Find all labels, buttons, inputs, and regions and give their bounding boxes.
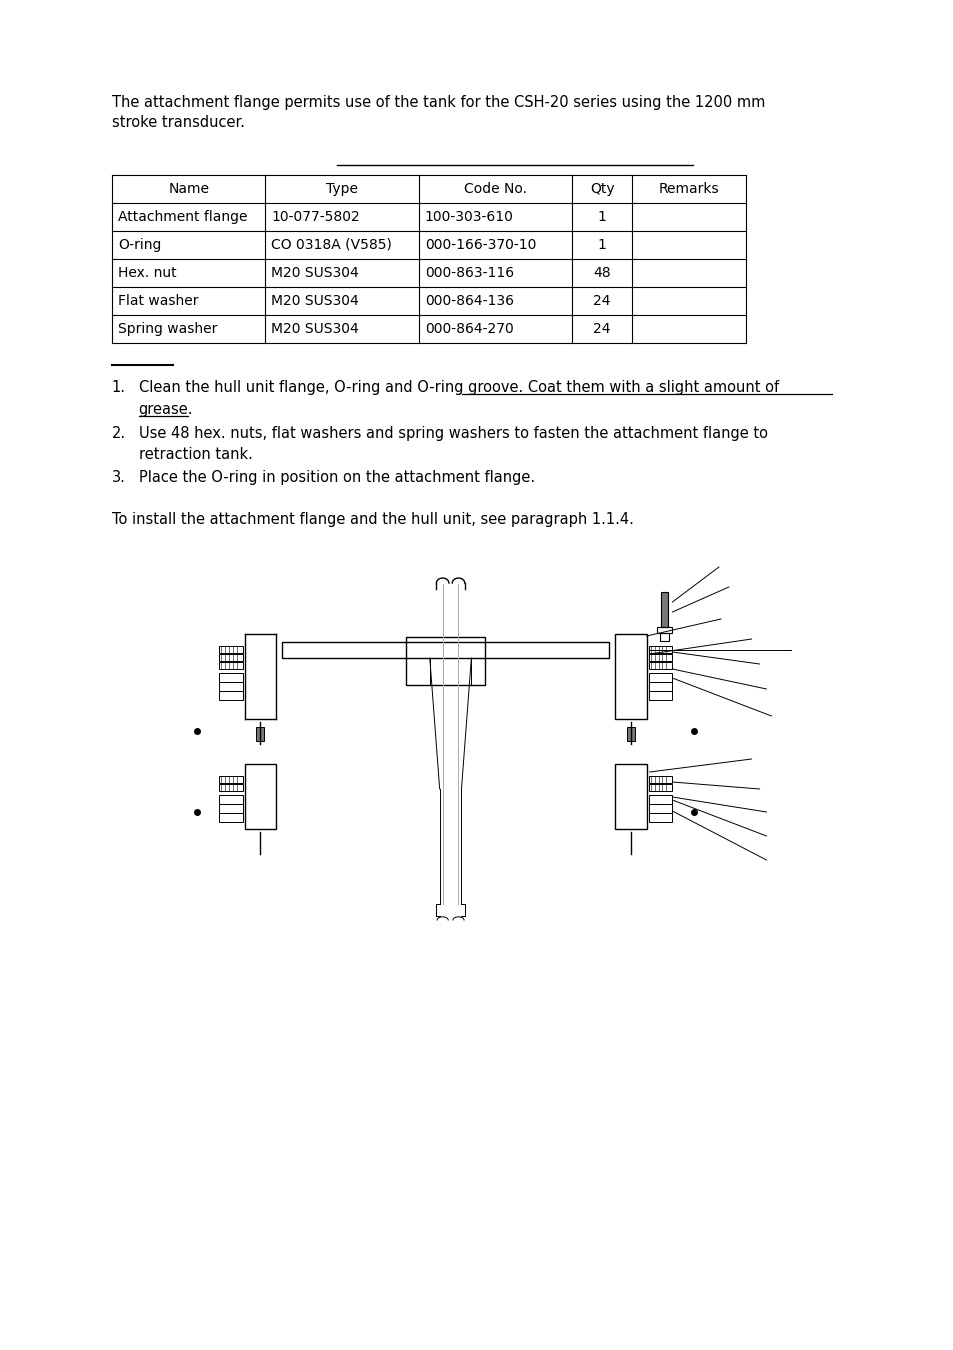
Bar bbox=[648, 784, 672, 791]
Bar bbox=[648, 805, 672, 813]
Bar bbox=[218, 776, 242, 783]
Text: Spring washer: Spring washer bbox=[118, 323, 217, 336]
Text: 1: 1 bbox=[597, 238, 606, 252]
Bar bbox=[656, 626, 672, 633]
Bar bbox=[659, 593, 668, 626]
Text: grease.: grease. bbox=[138, 402, 193, 417]
Text: 1.: 1. bbox=[112, 379, 126, 396]
Text: 1: 1 bbox=[597, 211, 606, 224]
Text: To install the attachment flange and the hull unit, see paragraph 1.1.4.: To install the attachment flange and the… bbox=[112, 512, 633, 526]
Bar bbox=[648, 674, 672, 682]
Bar bbox=[218, 813, 242, 822]
Bar bbox=[218, 647, 242, 653]
Bar bbox=[648, 682, 672, 691]
Text: Name: Name bbox=[168, 182, 209, 196]
Text: stroke transducer.: stroke transducer. bbox=[112, 115, 245, 130]
Text: 000-863-116: 000-863-116 bbox=[424, 266, 514, 279]
Text: 48: 48 bbox=[593, 266, 610, 279]
Text: M20 SUS304: M20 SUS304 bbox=[271, 323, 358, 336]
Text: Remarks: Remarks bbox=[658, 182, 719, 196]
Bar bbox=[648, 795, 672, 805]
Bar bbox=[648, 647, 672, 653]
Text: Code No.: Code No. bbox=[464, 182, 527, 196]
Text: Type: Type bbox=[326, 182, 357, 196]
Bar bbox=[218, 674, 242, 682]
Text: O-ring: O-ring bbox=[118, 238, 161, 252]
Bar bbox=[615, 764, 646, 829]
Text: 24: 24 bbox=[593, 294, 610, 308]
Bar bbox=[648, 691, 672, 701]
Text: M20 SUS304: M20 SUS304 bbox=[271, 266, 358, 279]
Bar bbox=[218, 784, 242, 791]
Bar bbox=[648, 662, 672, 670]
Bar bbox=[218, 682, 242, 691]
Bar bbox=[659, 633, 669, 641]
Text: CO 0318A (V585): CO 0318A (V585) bbox=[271, 238, 392, 252]
Text: The attachment flange permits use of the tank for the CSH-20 series using the 12: The attachment flange permits use of the… bbox=[112, 95, 764, 109]
Bar bbox=[218, 795, 242, 805]
Bar bbox=[406, 637, 485, 684]
Text: 100-303-610: 100-303-610 bbox=[424, 211, 513, 224]
Text: Flat washer: Flat washer bbox=[118, 294, 198, 308]
Text: retraction tank.: retraction tank. bbox=[138, 447, 253, 462]
Bar bbox=[218, 691, 242, 701]
Text: M20 SUS304: M20 SUS304 bbox=[271, 294, 358, 308]
Bar bbox=[256, 728, 264, 741]
Text: Clean the hull unit flange, O-ring and O-ring groove. Coat them with a slight am: Clean the hull unit flange, O-ring and O… bbox=[138, 379, 778, 396]
Bar bbox=[218, 653, 242, 662]
Text: 24: 24 bbox=[593, 323, 610, 336]
Text: 000-166-370-10: 000-166-370-10 bbox=[424, 238, 536, 252]
Bar bbox=[648, 776, 672, 783]
Bar bbox=[648, 813, 672, 822]
Bar bbox=[282, 643, 608, 657]
Text: Hex. nut: Hex. nut bbox=[118, 266, 176, 279]
Text: 10-077-5802: 10-077-5802 bbox=[271, 211, 359, 224]
Bar bbox=[648, 653, 672, 662]
Bar bbox=[626, 728, 634, 741]
Bar bbox=[244, 764, 276, 829]
Text: Qty: Qty bbox=[589, 182, 614, 196]
Bar bbox=[218, 662, 242, 670]
Text: 3.: 3. bbox=[112, 470, 126, 485]
Text: Place the O-ring in position on the attachment flange.: Place the O-ring in position on the atta… bbox=[138, 470, 535, 485]
Bar bbox=[218, 805, 242, 813]
Text: Attachment flange: Attachment flange bbox=[118, 211, 247, 224]
Text: 000-864-270: 000-864-270 bbox=[424, 323, 513, 336]
Text: 2.: 2. bbox=[112, 427, 126, 441]
Text: Use 48 hex. nuts, flat washers and spring washers to fasten the attachment flang: Use 48 hex. nuts, flat washers and sprin… bbox=[138, 427, 767, 441]
Text: 000-864-136: 000-864-136 bbox=[424, 294, 514, 308]
Bar bbox=[615, 634, 646, 720]
